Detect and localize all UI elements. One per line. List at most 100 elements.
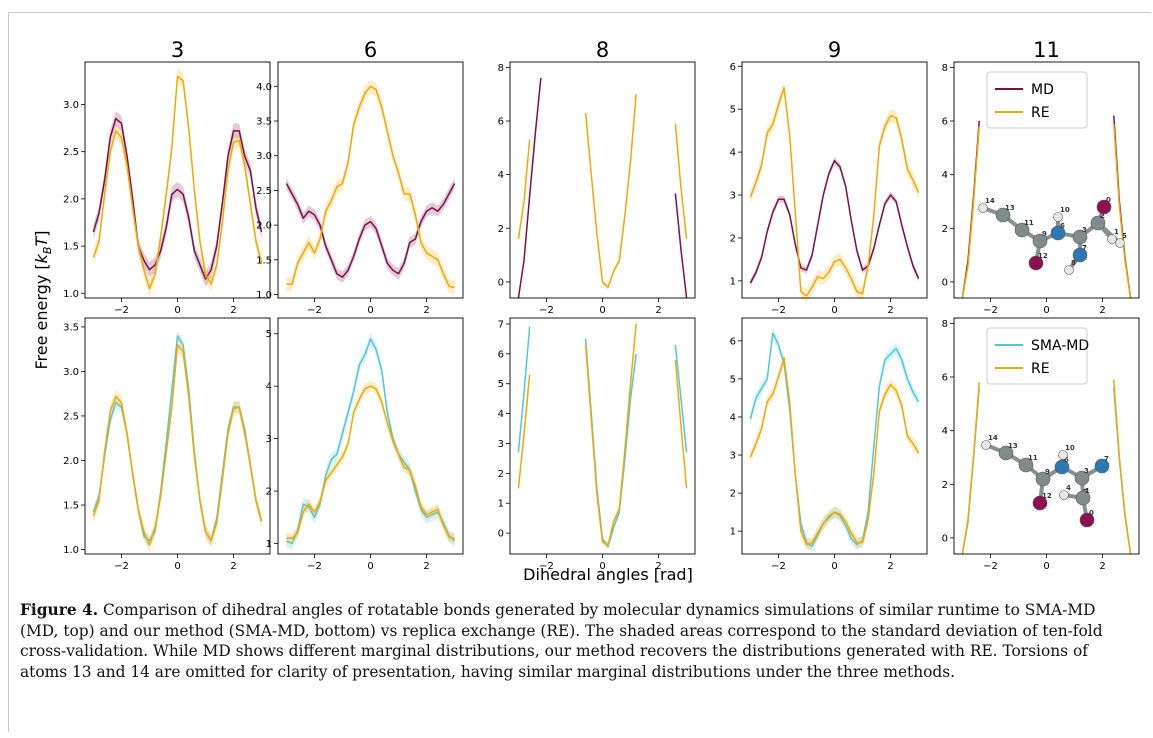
line-RE (584, 94, 637, 289)
y-tick-label: 3 (266, 434, 272, 445)
y-tick-label: 3.0 (63, 367, 79, 378)
x-tick-label: 2 (887, 561, 893, 572)
x-tick-label: −2 (983, 561, 998, 572)
panel-6-top-1: 1.0 1.5 2.0 2.5 3.0 3.5 4.0 −2 0 2 6 (256, 38, 464, 316)
atom-H (1115, 238, 1125, 248)
x-tick-label: 0 (599, 561, 605, 572)
y-tick-label: 3 (730, 191, 736, 202)
atom-label: 11 (1028, 454, 1038, 462)
atom-label: 0 (1106, 196, 1111, 204)
y-tick-label: 0 (942, 533, 948, 544)
atom-label: 8 (1071, 259, 1076, 267)
y-tick-label: 5 (730, 105, 736, 116)
y-tick-label: 1 (266, 539, 272, 550)
y-tick-label: 1.0 (63, 545, 79, 556)
atom-C (1074, 470, 1090, 486)
y-tick-label: 0 (498, 529, 504, 540)
panel-b-bottom-1: 1 2 3 4 5 −2 0 2 (266, 317, 464, 572)
y-tick-label: 6 (730, 62, 736, 73)
caption-label: Figure 4. (20, 601, 99, 619)
band-RE (93, 337, 262, 553)
atom-label: 2 (1100, 212, 1105, 220)
band-MD (1113, 113, 1131, 301)
atom-O (1096, 199, 1112, 215)
x-tick-label: 0 (599, 305, 605, 316)
y-tick-label: 6 (498, 117, 504, 128)
atom-C (1018, 457, 1034, 473)
y-tick-label: 2.5 (63, 411, 79, 422)
x-tick-label: 2 (230, 561, 236, 572)
y-tick-label: 4 (942, 170, 948, 181)
x-tick-label: 0 (1043, 305, 1049, 316)
atom-label: 1 (1114, 228, 1119, 236)
x-tick-label: −2 (307, 305, 322, 316)
atom-label: 5 (1122, 232, 1127, 240)
atom-label: 6 (1064, 456, 1069, 464)
line-RE (286, 85, 455, 289)
atom-C (1035, 471, 1051, 487)
y-tick-label: 1 (498, 499, 504, 510)
atom-label: 9 (1045, 468, 1050, 476)
atom-O (1032, 495, 1048, 511)
legend-box (986, 327, 1088, 385)
atom-O (1079, 512, 1095, 528)
atom-label: 14 (988, 434, 998, 442)
x-axis-label: Dihedral angles [rad] (523, 565, 693, 584)
panel-b-bottom-0: 1.0 1.5 2.0 2.5 3.0 3.5 −2 0 2 (63, 317, 271, 572)
y-tick-label: 2.0 (63, 456, 79, 467)
y-tick-label: 1 (730, 276, 736, 287)
y-tick-label: 6 (942, 117, 948, 128)
x-tick-label: −2 (114, 561, 129, 572)
y-tick-label: 1.5 (63, 242, 79, 253)
atom-H (1053, 212, 1063, 222)
line-RE (584, 323, 637, 546)
line-SMA-MD (286, 338, 456, 545)
atom-label: 7 (1082, 244, 1087, 252)
legend-box (986, 71, 1088, 129)
y-tick-label: 3 (730, 451, 736, 462)
atom-label: 10 (1060, 206, 1070, 214)
y-tick-label: 2 (498, 224, 504, 235)
atom-H (1058, 450, 1068, 460)
band-RE (286, 79, 455, 295)
y-tick-label: 2.0 (63, 194, 79, 205)
y-tick-label: 1.0 (256, 290, 272, 301)
band-RE (750, 352, 919, 551)
atom-label: 4 (1066, 484, 1071, 492)
figure-caption: Figure 4. Comparison of dihedral angles … (20, 600, 1135, 682)
atom-label: 7 (1104, 455, 1109, 463)
legend-label-RE: RE (1031, 105, 1050, 121)
x-tick-label: 2 (423, 305, 429, 316)
line-MD (285, 183, 456, 278)
atom-label: 3 (1082, 226, 1087, 234)
axes-frame (84, 317, 271, 555)
x-tick-label: −2 (983, 305, 998, 316)
y-tick-label: 3.5 (63, 322, 79, 333)
y-tick-label: 2 (730, 489, 736, 500)
figure-frame (8, 12, 1151, 732)
panel-9-top-3: 1 2 3 4 5 6 −2 0 2 9 (730, 38, 928, 316)
y-tick-label: 6 (942, 373, 948, 384)
y-tick-label: 4 (942, 426, 948, 437)
band-SMA-MD (750, 327, 919, 553)
x-tick-label: 2 (655, 305, 661, 316)
x-tick-label: 2 (887, 305, 893, 316)
atom-label: 1 (1085, 487, 1090, 495)
line-MD (1113, 115, 1132, 299)
x-tick-label: 2 (1099, 561, 1105, 572)
y-tick-label: 4.0 (256, 82, 272, 93)
x-tick-label: 2 (423, 561, 429, 572)
line-MD (674, 193, 688, 299)
y-tick-label: 3.0 (256, 151, 272, 162)
panel-b-bottom-2: 0 1 2 3 4 5 6 7 −2 0 2 (498, 317, 696, 572)
line-SMA-MD (517, 326, 531, 453)
line-RE (92, 75, 263, 290)
axes-frame (84, 61, 271, 299)
atom-C (1090, 215, 1106, 231)
y-tick-label: 4 (730, 412, 736, 423)
line-RE (1113, 123, 1132, 299)
line-MD (92, 117, 263, 280)
atom-label: 13 (1005, 204, 1015, 212)
panel-title: 9 (828, 38, 841, 62)
atom-label: 3 (1084, 467, 1089, 475)
